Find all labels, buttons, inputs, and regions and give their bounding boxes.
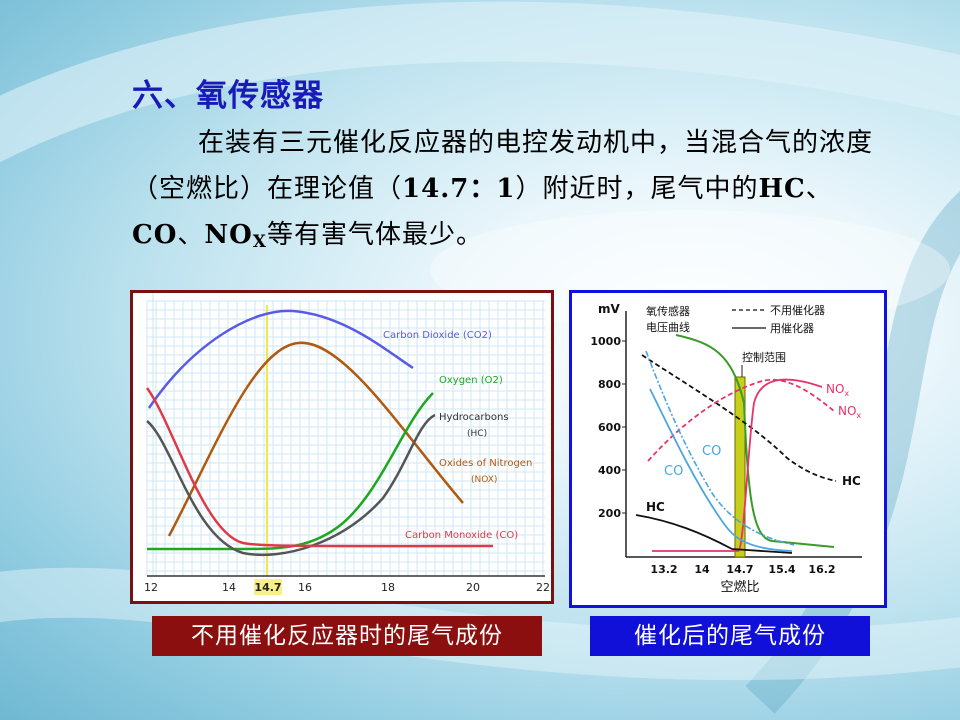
x-tick: 12 — [144, 581, 158, 594]
x-tick: 14 — [694, 563, 710, 576]
co2-curve — [147, 309, 414, 409]
x-tick: 14.7 — [726, 563, 753, 576]
hc-label-2: HC — [646, 500, 665, 514]
nox-label-abbr: (NOX) — [471, 475, 497, 485]
control-range-label: 控制范围 — [742, 350, 786, 364]
x-tick: 14 — [222, 581, 236, 594]
x-tick: 13.2 — [650, 563, 677, 576]
x-tick: 16.2 — [808, 563, 835, 576]
x-tick: 15.4 — [768, 563, 795, 576]
legend-solid-label: 用催化器 — [770, 321, 814, 335]
nox-label-2: NOx — [838, 404, 861, 420]
x-tick: 18 — [381, 581, 395, 594]
nox-uncatalyzed-curve — [647, 378, 835, 462]
page-title: 六、氧传感器 — [132, 78, 324, 114]
hc-catalyzed-curve — [635, 514, 793, 554]
sensor-label: 氧传感器 — [646, 304, 690, 318]
x-tick: 16 — [298, 581, 312, 594]
caption-uncatalyzed: 不用催化反应器时的尾气成份 — [152, 616, 542, 656]
hc-label-abbr: (HC) — [467, 429, 487, 439]
co-curve — [145, 387, 494, 548]
co-catalyzed-curve — [649, 388, 793, 552]
hc-uncatalyzed-curve — [641, 354, 837, 482]
y-tick: 800 — [598, 378, 621, 391]
uncatalyzed-chart: Carbon Dioxide (CO2) Oxygen (O2) Hydroca… — [144, 293, 550, 595]
hc-curve — [146, 413, 436, 557]
nox-label: Oxides of Nitrogen — [439, 458, 532, 469]
x-tick: 22 — [536, 581, 550, 594]
catalyzed-chart: mV 1000 800 600 400 200 控制范围 氧传感器 电压曲线 不… — [590, 302, 862, 595]
y-tick: 200 — [598, 507, 621, 520]
co-label: Carbon Monoxide (CO) — [405, 530, 518, 541]
x-tick: 20 — [466, 581, 480, 594]
control-range-band — [734, 376, 746, 558]
stoichiometric-tick-highlight — [254, 579, 282, 595]
catalyzed-exhaust-diagram: mV 1000 800 600 400 200 控制范围 氧传感器 电压曲线 不… — [569, 290, 887, 608]
co-label: CO — [702, 444, 721, 459]
sensor-label-2: 电压曲线 — [646, 320, 690, 334]
co-uncatalyzed-curve — [645, 350, 795, 546]
x-tick: 14.7 — [254, 581, 281, 594]
nox-curve — [167, 341, 464, 537]
o2-curve — [147, 392, 434, 551]
hc-label: HC — [842, 474, 861, 488]
nox-label: NOx — [826, 382, 849, 398]
co2-label: Carbon Dioxide (CO2) — [383, 330, 492, 341]
y-unit: mV — [598, 302, 621, 316]
co-label-2: CO — [664, 464, 683, 479]
nox-catalyzed-curve — [652, 378, 823, 552]
y-tick: 600 — [598, 421, 621, 434]
x-axis-label: 空燃比 — [720, 579, 759, 595]
sensor-voltage-curve — [675, 334, 835, 548]
hc-label: Hydrocarbons — [439, 412, 509, 423]
uncatalyzed-exhaust-diagram: Carbon Dioxide (CO2) Oxygen (O2) Hydroca… — [130, 290, 554, 604]
o2-label: Oxygen (O2) — [439, 375, 503, 386]
caption-catalyzed: 催化后的尾气成份 — [590, 616, 870, 656]
intro-paragraph: 在装有三元催化反应器的电控发动机中，当混合气的浓度（空燃比）在理论值（14.7：… — [132, 128, 874, 252]
y-tick: 1000 — [590, 335, 621, 348]
legend-dashed-label: 不用催化器 — [770, 303, 825, 317]
y-tick: 400 — [598, 464, 621, 477]
